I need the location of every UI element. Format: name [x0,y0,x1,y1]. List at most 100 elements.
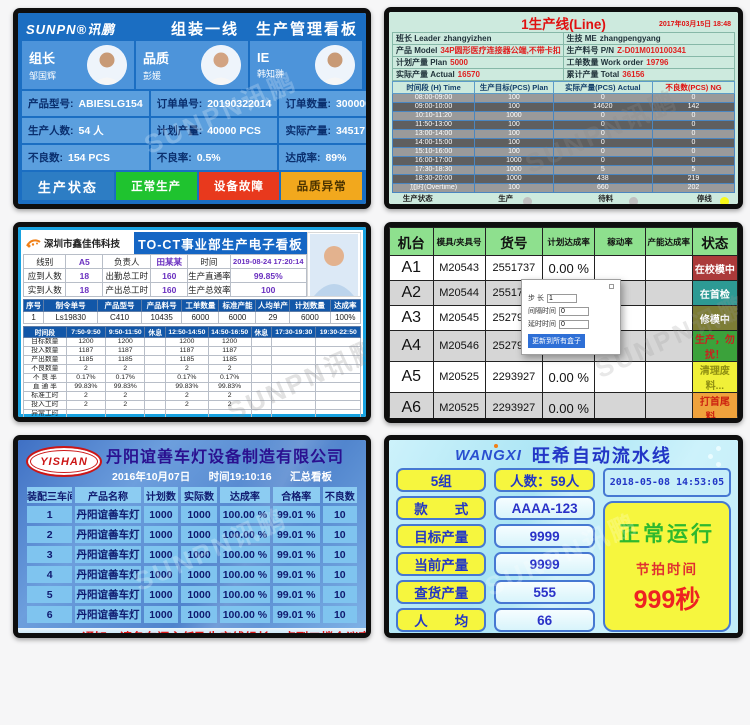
table-cell: 10 [322,506,357,523]
column-header: 产品名称 [75,487,141,503]
info-label: 生技 ME [566,34,597,43]
time-slot-table: 时间段 7:50-9:50 9:50-11:50 休息 12:50-14:50 14:… [23,326,361,423]
column-header: 达成率 [329,299,362,312]
legend-title-cn: 生产状态 [402,194,433,203]
info-label: 不良数: [28,152,63,164]
info-label: 计划产量: [156,125,203,137]
table-cell [250,400,273,410]
table-cell [65,409,107,417]
table-cell [66,419,105,423]
board-background: SUNPN®讯鹏 组装一线 生产管理看板 组长 邹国辉 品质 彭媛 [18,13,366,204]
board-title: 旺希自动流水线 [531,446,672,466]
status-legend: 生产状态 Production Status 生产 Production 待料 … [392,193,735,204]
person-card: 品质 彭媛 [136,41,248,89]
run-status-box: 正常运行 节拍时间 999秒 [602,501,731,632]
table-cell: 加时(Overtime) [391,183,476,193]
table-cell [144,409,166,417]
table-cell: 1000 [143,586,179,603]
table-cell [271,355,317,365]
table-cell: 时间 [187,254,231,269]
close-icon[interactable] [609,283,614,289]
table-cell [271,382,317,392]
table-cell [594,255,646,281]
delay-input[interactable] [559,319,589,329]
table-row: 08:00-09:00 100 0 0 [391,93,736,103]
status-normal: 正常生产 [115,172,197,200]
legend-label: 停线 [696,194,712,203]
field-value-box: 9999 [494,552,595,576]
column-header: 合格率 [272,487,320,503]
table-cell [251,419,272,423]
info-cell: 工单数量 Work order 19796 [563,57,734,69]
person-name: 韩知翀 [257,69,285,79]
table-cell: 1000 [143,546,179,563]
panel-toct-board: 深圳市鑫佳伟科技 TO-CT事业部生产电子看板 线别 A5 负责人 田某某 时间 20… [13,222,371,422]
table-row: 异常工时 [23,409,361,417]
table-cell: 1000 [181,526,217,543]
info-label: 产品 Model [396,46,438,55]
table-cell: A5 [65,254,104,269]
table-cell: 0.00 % [542,392,596,418]
table-row: 14:00-15:00 100 0 0 [391,138,736,148]
table-cell [271,346,317,356]
info-label: 实际产量 Actual [396,70,455,79]
interval-input[interactable] [559,306,589,316]
info-value: 89% [325,151,347,164]
field-value-box: AAAA-123 [494,496,595,520]
table-cell: 2 [207,391,252,401]
info-label: 不良率: [156,152,192,164]
table-row: 应到人数 18 出勤总工时 160 生产直通率 99.85% [22,268,308,283]
table-cell: 1000 [474,174,554,184]
table-cell: 1000 [181,506,217,523]
board-date: 2016年10月07日 [112,471,191,483]
column-header: 产能达成率 [644,227,693,256]
table-cell [644,255,693,281]
table-cell: 13:00-14:00 [391,129,476,139]
table-cell: 0 [552,111,653,121]
table-cell: 142 [651,102,736,112]
person-role: IE [257,50,270,65]
info-value: Z-D01M010100341 [617,46,686,55]
popup-field: 步 长 [528,293,614,303]
column-header: 货号 [484,227,544,256]
step-input[interactable] [546,293,577,303]
table-cell: 18:30-20:00 [391,174,476,184]
logo-dot-icon [493,443,498,448]
table-cell: 1000 [143,566,179,583]
info-value: 36156 [622,70,645,79]
table-cell: 15:10-16:00 [391,147,476,157]
table-cell: 99.83% [164,382,209,392]
field-label: 间隔时间 [528,308,556,315]
popup-field: 延时时间 [528,319,614,329]
table-cell: 1200 [65,337,107,347]
column-header: 计划数 [143,487,179,503]
table-cell: 2 [207,364,252,374]
table-cell: 2019-08-24 17:20:14 [229,254,308,269]
table-cell: 0.00 % [542,361,596,393]
table-cell [144,337,166,347]
table-cell: 17:30-18:30 [391,165,476,175]
field-label-box: 款 式 [396,496,487,520]
table-cell: 219 [651,174,736,184]
info-value: 5000 [450,58,468,67]
panel-wangxi-board: WANGXI 旺希自动流水线 5组 款 式目标产量 当前产量 查货产量人 均 人数：… [384,435,743,638]
table-cell: 0 [651,129,736,139]
table-cell [644,330,693,362]
status-lamp-icon [719,197,729,204]
person-role: 组长 [29,51,56,66]
table-cell: 18 [65,268,104,283]
takt-time-label: 节拍时间 [635,561,698,577]
table-cell: 1187 [207,346,252,356]
legend-title: 生产状态 Production Status [398,193,437,204]
leader-photo [307,232,361,297]
table-cell: M20544 [432,280,486,306]
update-all-boxes-button[interactable]: 更新到所有盒子 [528,334,585,348]
table-cell: 100.00 % [219,606,270,623]
info-cell: 达成率: 89% [279,145,366,170]
table-cell: 1 [27,506,73,523]
table-cell: 100 [474,102,554,112]
column-header: 17:30-19:30 [271,326,317,338]
info-label: 计划产量 Plan [396,58,448,67]
table-cell: 0 [552,129,653,139]
